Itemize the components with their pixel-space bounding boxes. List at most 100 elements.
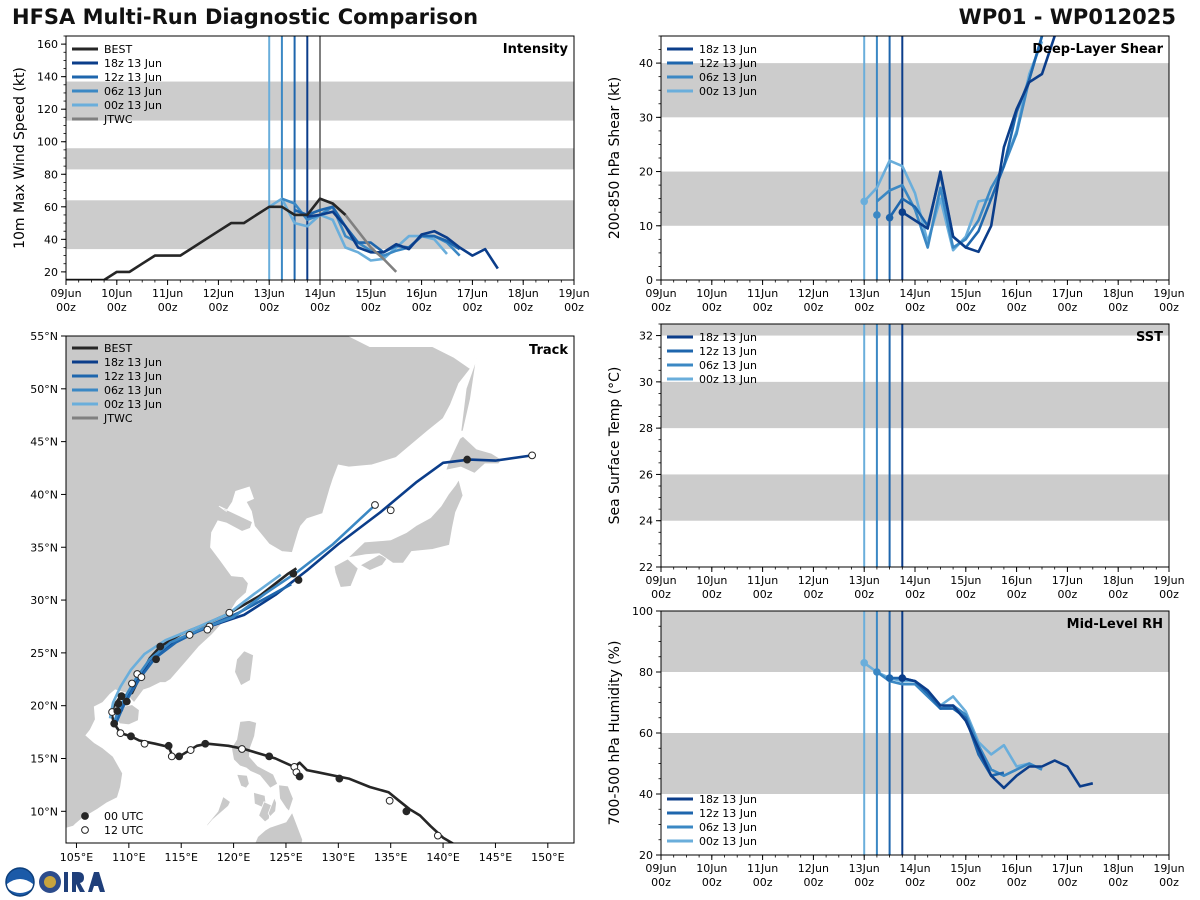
land-asia-mainland bbox=[66, 336, 471, 838]
x-tick-label-day: 09Jun bbox=[50, 287, 81, 300]
x-tick-label: 140°E bbox=[426, 851, 459, 864]
y-tick-label: 10 bbox=[639, 220, 653, 233]
legend-label: 18z 13 Jun bbox=[699, 43, 757, 56]
x-tick-label-day: 16Jun bbox=[406, 287, 437, 300]
x-tick-label-day: 11Jun bbox=[747, 862, 778, 875]
marker-12utc bbox=[116, 729, 125, 738]
x-tick-label-hour: 00z bbox=[1108, 876, 1128, 889]
x-tick-label-day: 17Jun bbox=[1052, 574, 1083, 587]
y-tick-label: 40°N bbox=[30, 488, 58, 501]
legend-label: 00z 13 Jun bbox=[104, 398, 162, 411]
init-point bbox=[873, 668, 881, 676]
legend-label: 00z 13 Jun bbox=[104, 99, 162, 112]
shaded-band bbox=[661, 63, 1169, 118]
x-tick-label-day: 14Jun bbox=[899, 287, 930, 300]
marker-00utc bbox=[122, 697, 131, 706]
legend-label: JTWC bbox=[103, 412, 133, 425]
land-negros bbox=[258, 801, 272, 823]
plot-frame bbox=[65, 335, 575, 844]
plot-area bbox=[661, 36, 1169, 280]
x-tick-label-hour: 00z bbox=[1159, 301, 1179, 314]
marker-00utc bbox=[295, 772, 304, 781]
x-tick-label-day: 12Jun bbox=[203, 287, 234, 300]
y-tick-label: 20 bbox=[639, 166, 653, 179]
x-tick-label-day: 09Jun bbox=[645, 574, 676, 587]
x-tick-label: 135°E bbox=[374, 851, 407, 864]
x-tick-label-hour: 00z bbox=[1007, 588, 1027, 601]
storm-identifier: WP01 - WP012025 bbox=[958, 5, 1176, 29]
shaded-band bbox=[661, 171, 1169, 226]
x-tick-label-hour: 00z bbox=[1007, 301, 1027, 314]
sst-panel: 09Jun00z10Jun00z11Jun00z12Jun00z13Jun00z… bbox=[607, 323, 1185, 601]
x-tick-label-hour: 00z bbox=[804, 301, 824, 314]
y-tick-label: 60 bbox=[44, 201, 58, 214]
panel-title: Track bbox=[529, 343, 568, 358]
init-point bbox=[885, 674, 894, 682]
legend-label: 06z 13 Jun bbox=[699, 821, 757, 834]
x-tick-label-day: 10Jun bbox=[101, 287, 132, 300]
x-tick-label-day: 10Jun bbox=[696, 287, 727, 300]
x-tick-label-day: 10Jun bbox=[696, 574, 727, 587]
x-tick-label-day: 13Jun bbox=[849, 862, 880, 875]
x-tick-label: 105°E bbox=[60, 851, 93, 864]
legend-label: 12z 13 Jun bbox=[104, 370, 162, 383]
x-tick-label-hour: 00z bbox=[209, 301, 229, 314]
x-tick-label-day: 17Jun bbox=[457, 287, 488, 300]
marker-00utc bbox=[402, 807, 411, 816]
legend-label: 12z 13 Jun bbox=[699, 807, 757, 820]
marker-00utc bbox=[335, 774, 344, 783]
y-tick-label: 120 bbox=[37, 103, 58, 116]
noaa-logo-icon bbox=[5, 867, 35, 897]
x-tick-label-hour: 00z bbox=[651, 876, 671, 889]
y-tick-label: 26 bbox=[639, 468, 653, 481]
x-tick-label-day: 16Jun bbox=[1001, 574, 1032, 587]
shaded-band bbox=[661, 324, 1169, 336]
x-tick-label-hour: 00z bbox=[463, 301, 483, 314]
legend-label: 12z 13 Jun bbox=[699, 345, 757, 358]
land-shikoku bbox=[359, 554, 389, 571]
x-tick-label-hour: 00z bbox=[753, 301, 773, 314]
x-tick-label-day: 15Jun bbox=[950, 287, 981, 300]
marker-00utc bbox=[156, 642, 165, 651]
panel-title: SST bbox=[1136, 330, 1163, 345]
init-point bbox=[860, 659, 868, 667]
x-tick-label-hour: 00z bbox=[1058, 301, 1078, 314]
x-tick-label-hour: 00z bbox=[854, 301, 874, 314]
marker-12utc bbox=[185, 631, 194, 639]
x-tick-label-hour: 00z bbox=[361, 301, 381, 314]
shaded-band bbox=[661, 381, 1169, 429]
x-tick-label-hour: 00z bbox=[854, 876, 874, 889]
y-tick-label: 40 bbox=[44, 233, 58, 246]
x-tick-label-day: 13Jun bbox=[254, 287, 285, 300]
x-tick-label-day: 09Jun bbox=[645, 862, 676, 875]
y-tick-label: 100 bbox=[37, 136, 58, 149]
x-tick-label-hour: 00z bbox=[1058, 876, 1078, 889]
plot-area bbox=[661, 324, 1169, 567]
x-tick-label-hour: 00z bbox=[702, 876, 722, 889]
x-tick-label-hour: 00z bbox=[412, 301, 432, 314]
marker-12utc bbox=[371, 501, 379, 509]
x-tick-label-hour: 00z bbox=[753, 876, 773, 889]
x-tick-label-hour: 00z bbox=[1108, 301, 1128, 314]
legend-label: 00z 13 Jun bbox=[699, 835, 757, 848]
page-title: HFSA Multi-Run Diagnostic Comparison bbox=[12, 5, 479, 29]
y-axis-label: 10m Max Wind Speed (kt) bbox=[12, 67, 28, 249]
x-tick-label-day: 09Jun bbox=[645, 287, 676, 300]
x-tick-label-hour: 00z bbox=[854, 588, 874, 601]
x-tick-label-day: 14Jun bbox=[899, 862, 930, 875]
marker-12utc bbox=[203, 625, 212, 634]
y-tick-label: 32 bbox=[639, 330, 653, 343]
x-tick-label: 110°E bbox=[112, 851, 145, 864]
x-tick-label: 115°E bbox=[164, 851, 197, 864]
legend-label: 00z 13 Jun bbox=[699, 373, 757, 386]
y-tick-label: 25°N bbox=[30, 647, 58, 660]
x-tick-label-day: 12Jun bbox=[798, 287, 829, 300]
series-line-06z-13-jun bbox=[876, 670, 1043, 778]
legend-label: 18z 13 Jun bbox=[104, 356, 162, 369]
plot-area bbox=[661, 611, 1169, 855]
y-tick-label: 80 bbox=[44, 168, 58, 181]
x-tick-label: 125°E bbox=[269, 851, 302, 864]
land-sakhalin bbox=[460, 346, 482, 432]
x-tick-label-day: 17Jun bbox=[1052, 862, 1083, 875]
